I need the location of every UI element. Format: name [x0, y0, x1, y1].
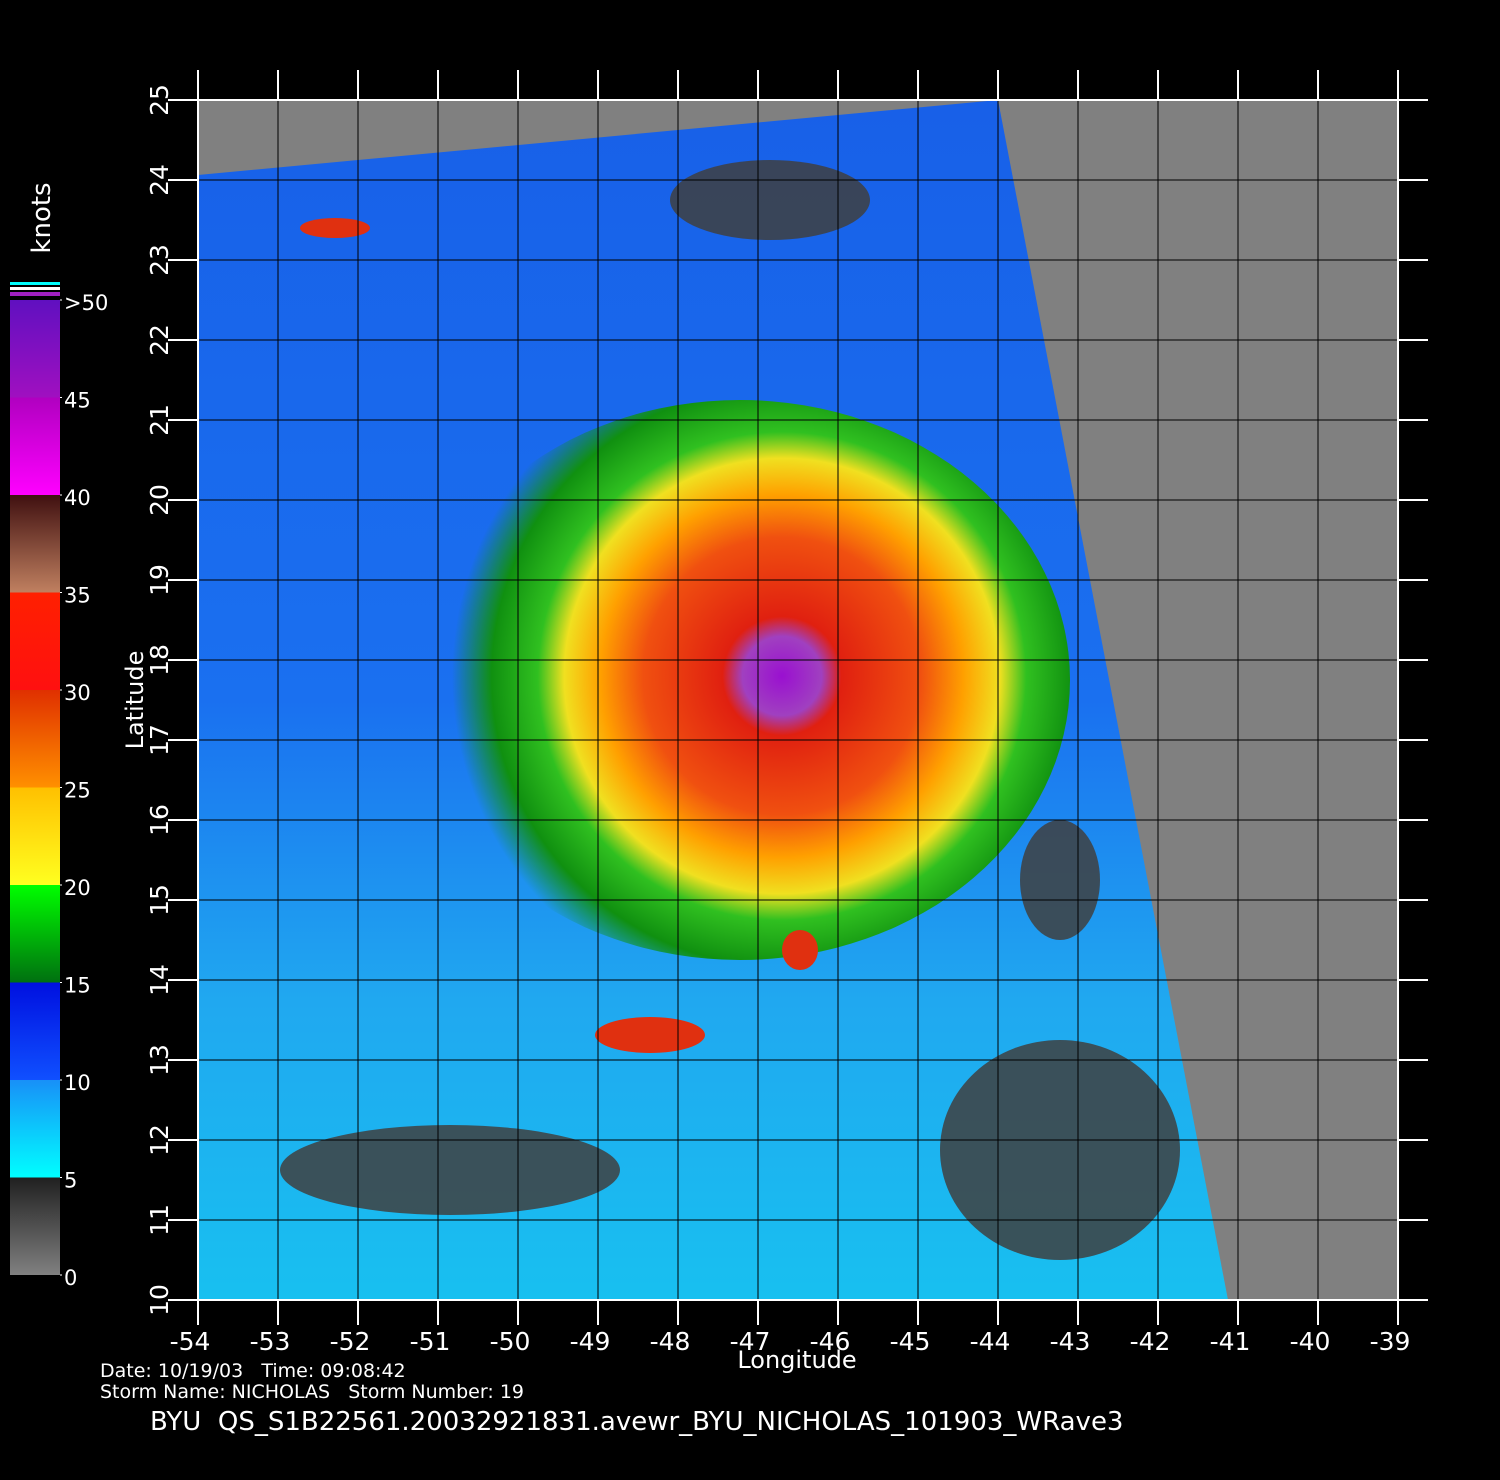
x-axis-label: Longitude — [737, 1346, 856, 1374]
colorbar-cap — [10, 287, 60, 290]
y-tick-label: 18 — [145, 644, 174, 676]
x-tick-label: -51 — [410, 1327, 451, 1356]
y-tick-label: 14 — [145, 964, 174, 996]
y-tick-label: 16 — [145, 804, 174, 836]
x-tick-label: -45 — [890, 1327, 931, 1356]
y-tick-label: 25 — [145, 84, 174, 116]
y-tick-label: 11 — [145, 1204, 174, 1236]
colorbar-tick-label: 20 — [64, 876, 91, 900]
colorbar-tick-label: >50 — [64, 291, 108, 315]
storm-name: NICHOLAS — [232, 1381, 330, 1403]
colorbar-tick-label: 15 — [64, 974, 91, 998]
storm-number: 19 — [500, 1381, 524, 1403]
x-tick-label: -47 — [730, 1327, 771, 1356]
x-tick-label: -50 — [490, 1327, 531, 1356]
storm-line: Storm Name: NICHOLAS Storm Number: 19 — [100, 1381, 524, 1403]
date: 10/19/03 — [158, 1360, 243, 1382]
x-tick-label: -42 — [1130, 1327, 1171, 1356]
colorbar-ticks: 0 5 10 15 20 25 30 35 40 45 >50 — [60, 291, 108, 1290]
colorbar-tick-label: 0 — [64, 1266, 77, 1290]
x-tick-label: -48 — [650, 1327, 691, 1356]
colorbar-cap — [10, 282, 60, 285]
y-tick-label: 22 — [145, 324, 174, 356]
x-tick-label: -44 — [970, 1327, 1011, 1356]
colorbar-tick-label: 35 — [64, 584, 91, 608]
storm-number-label: Storm Number: — [348, 1381, 494, 1403]
y-axis-label: Latitude — [121, 651, 149, 750]
colorbar-unit: knots — [27, 182, 57, 253]
x-tick-label: -54 — [170, 1327, 211, 1356]
y-tick-label: 10 — [145, 1284, 174, 1316]
time: 09:08:42 — [320, 1360, 405, 1382]
colorbar-tick-label: 30 — [64, 681, 91, 705]
y-tick-label: 24 — [145, 164, 174, 196]
colorbar-tick-label: 10 — [64, 1071, 91, 1095]
y-tick-label: 23 — [145, 244, 174, 276]
axes: -54 -53 -52 -51 -50 -49 -48 -47 -46 -45 -44 -43 -42 -… — [145, 70, 1428, 1356]
title: BYU QS_S1B22561.20032921831.avewr_BYU_NI… — [150, 1407, 1123, 1437]
storm-wind-field — [410, 400, 1070, 960]
y-tick-label: 20 — [145, 484, 174, 516]
y-tick-label: 17 — [145, 724, 174, 756]
colorbar-cap — [10, 292, 60, 296]
x-tick-label: -40 — [1290, 1327, 1331, 1356]
y-tick-label: 21 — [145, 404, 174, 436]
y-tick-label: 19 — [145, 564, 174, 596]
x-tick-label: -52 — [330, 1327, 371, 1356]
x-tick-label: -39 — [1370, 1327, 1411, 1356]
date-label: Date: — [100, 1360, 152, 1382]
x-tick-label: -49 — [570, 1327, 611, 1356]
colorbar-tick-label: 5 — [64, 1169, 77, 1193]
colorbar-tick-label: 45 — [64, 389, 91, 413]
colorbar — [10, 300, 60, 1275]
colorbar-tick-label: 25 — [64, 779, 91, 803]
colorbar-tick-label: 40 — [64, 486, 91, 510]
date-line: Date: 10/19/03 Time: 09:08:42 — [100, 1360, 406, 1382]
y-tick-label: 15 — [145, 884, 174, 916]
x-tick-label: -53 — [250, 1327, 291, 1356]
x-tick-label: -43 — [1050, 1327, 1091, 1356]
storm-name-label: Storm Name: — [100, 1381, 226, 1403]
plot-frame — [197, 99, 1399, 1301]
time-label: Time: — [260, 1360, 314, 1382]
y-tick-label: 12 — [145, 1124, 174, 1156]
grid — [197, 99, 1399, 1301]
x-tick-label: -41 — [1210, 1327, 1251, 1356]
x-tick-label: -46 — [810, 1327, 851, 1356]
y-tick-label: 13 — [145, 1044, 174, 1076]
